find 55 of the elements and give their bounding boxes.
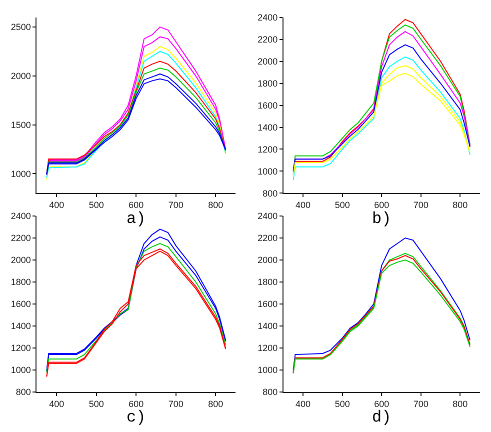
x-tick-label: 500 — [334, 398, 350, 409]
y-tick-label: 1500 — [10, 120, 31, 130]
x-tick-label: 700 — [168, 398, 184, 409]
x-tick-label: 600 — [128, 398, 144, 409]
x-tick-label: 400 — [296, 200, 311, 210]
y-tick-label: 2000 — [10, 71, 31, 82]
y-tick-label: 800 — [262, 387, 278, 398]
y-tick-label: 1600 — [10, 299, 31, 310]
x-tick-label: 500 — [88, 200, 104, 210]
x-tick-label: 700 — [413, 200, 428, 210]
y-tick-label: 1800 — [258, 78, 278, 88]
y-tick-label: 2200 — [258, 34, 278, 44]
y-tick-label: 800 — [16, 387, 31, 398]
x-tick-label: 800 — [208, 200, 224, 210]
y-tick-label: 1600 — [258, 100, 278, 110]
y-tick-label: 1000 — [10, 168, 31, 179]
x-tick-label: 600 — [374, 398, 390, 409]
x-tick-label: 400 — [49, 200, 64, 210]
x-tick-label: 400 — [296, 398, 311, 409]
y-tick-label: 1000 — [258, 166, 278, 176]
y-tick-label: 2000 — [10, 255, 31, 266]
y-tick-label: 1400 — [258, 122, 278, 132]
y-tick-label: 2000 — [258, 56, 278, 66]
y-tick-label: 1200 — [258, 144, 278, 154]
y-tick-label: 1400 — [258, 321, 278, 332]
x-axis-title: d) — [372, 408, 392, 427]
x-tick-label: 800 — [208, 398, 224, 409]
y-tick-label: 1600 — [258, 299, 278, 310]
x-axis-title: b) — [372, 210, 392, 228]
x-tick-label: 700 — [168, 200, 184, 210]
y-tick-label: 800 — [262, 188, 278, 198]
y-tick-label: 1200 — [10, 343, 31, 354]
y-tick-label: 2400 — [258, 12, 278, 22]
x-tick-label: 500 — [334, 200, 350, 210]
x-tick-label: 600 — [374, 200, 390, 210]
y-tick-label: 1800 — [10, 277, 31, 288]
y-tick-label: 2200 — [10, 233, 31, 244]
x-axis-title: c) — [126, 408, 146, 427]
x-axis-title: a) — [126, 210, 146, 228]
y-tick-label: 2400 — [258, 211, 278, 222]
x-tick-label: 800 — [452, 398, 468, 409]
x-tick-label: 400 — [49, 398, 64, 409]
y-tick-label: 1400 — [10, 321, 31, 332]
y-tick-label: 2000 — [258, 255, 278, 266]
y-tick-label: 1000 — [10, 365, 31, 376]
y-tick-label: 1200 — [258, 343, 278, 354]
y-tick-label: 2200 — [258, 233, 278, 244]
y-tick-label: 1000 — [258, 365, 278, 376]
y-tick-label: 1800 — [258, 277, 278, 288]
y-tick-label: 2500 — [10, 22, 31, 32]
x-tick-label: 800 — [452, 200, 468, 210]
x-tick-label: 700 — [413, 398, 428, 409]
x-tick-label: 500 — [88, 398, 104, 409]
y-tick-label: 2400 — [10, 211, 31, 222]
x-tick-label: 600 — [128, 200, 144, 210]
